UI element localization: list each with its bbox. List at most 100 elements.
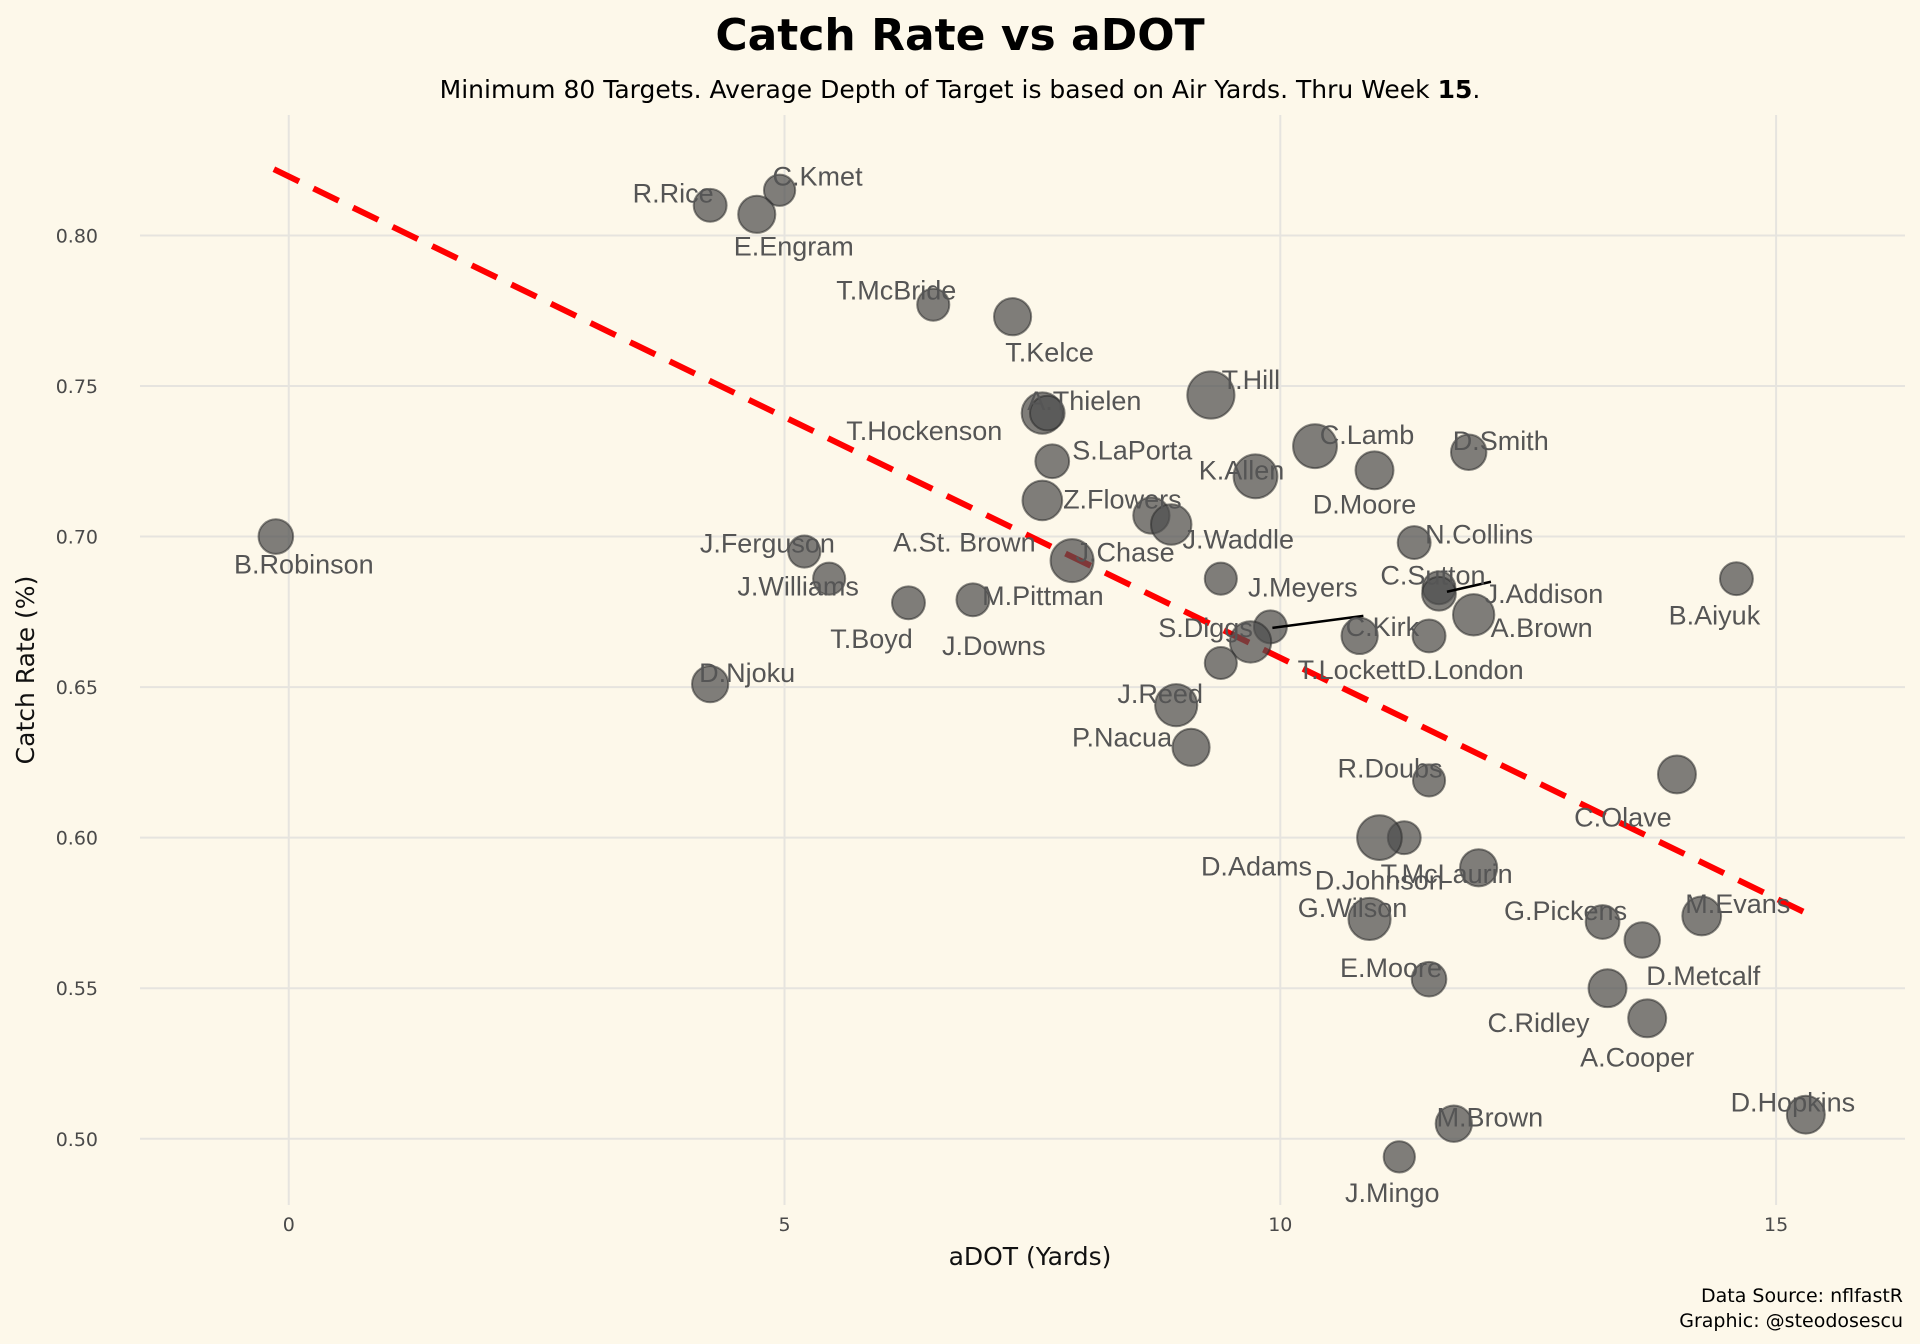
data-point [812, 561, 847, 596]
axis-ticks: 0 5 10 15 0.50 0.55 0.60 0.65 0.70 0.75 0.80 [56, 225, 1789, 1236]
trend-line-group [272, 166, 1808, 916]
caption-source: Data Source: nflfastR [1701, 1285, 1903, 1307]
point-label: M.Brown [1437, 1103, 1544, 1133]
data-point [916, 287, 951, 322]
data-point [1154, 683, 1199, 728]
point-label: G.Pickens [1504, 896, 1627, 926]
point-label: D.Njoku [699, 658, 795, 688]
point-label: C.Ridley [1488, 1008, 1591, 1038]
data-point [1232, 453, 1279, 500]
point-label: D.Moore [1313, 489, 1417, 519]
data-point [1049, 538, 1095, 584]
point-label: D.London [1406, 655, 1523, 685]
data-point [1434, 1104, 1473, 1143]
point-label: R.Rice [633, 178, 714, 208]
data-point [1149, 503, 1193, 546]
point-label: D.Metcalf [1646, 961, 1761, 991]
y-axis-title: Catch Rate (%) [11, 576, 40, 765]
data-points [257, 173, 1826, 1174]
x-tick-label: 0 [283, 1214, 295, 1236]
point-label: T.Hockenson [846, 416, 1002, 446]
point-label: S.Diggs [1158, 613, 1253, 643]
data-point [692, 187, 728, 223]
data-point [691, 664, 730, 704]
subtitle-text: Minimum 80 Targets. Average Depth of Tar… [440, 75, 1431, 104]
data-point [1028, 394, 1066, 432]
y-tick-label: 0.65 [56, 677, 98, 699]
point-label: B.Robinson [234, 550, 374, 580]
point-label: J.Reed [1117, 679, 1203, 709]
data-point [1034, 443, 1071, 480]
subtitle-end: . [1472, 75, 1480, 104]
data-point [1382, 1140, 1416, 1174]
point-label: C.Kmet [773, 161, 864, 191]
trend-line [272, 166, 1808, 916]
label-leader-lines [1272, 580, 1492, 630]
point-label: T.Kelce [1005, 338, 1094, 368]
y-tick-label: 0.70 [56, 527, 98, 549]
data-point [1656, 754, 1697, 795]
leader-line [1272, 614, 1364, 630]
point-label: R.Doubs [1338, 753, 1443, 783]
point-label: C.Sutton [1380, 561, 1485, 591]
data-point [1228, 620, 1273, 664]
data-point [1459, 848, 1499, 888]
data-point [1203, 645, 1238, 681]
data-point [1171, 727, 1211, 767]
point-label: D.Johnson [1315, 866, 1444, 896]
data-point [1396, 525, 1432, 561]
y-tick-label: 0.80 [56, 225, 98, 247]
subtitle-week: 15 [1438, 75, 1473, 104]
point-label: A.Thielen [1027, 386, 1141, 416]
data-point [1681, 895, 1723, 937]
point-label: J.Ferguson [700, 529, 835, 559]
point-label: S.LaPorta [1072, 435, 1193, 465]
point-label: B.Aiyuk [1669, 601, 1761, 631]
data-point [1292, 423, 1338, 470]
data-point [787, 534, 822, 569]
point-label: K.Allen [1199, 455, 1285, 485]
chart-subtitle: Minimum 80 Targets. Average Depth of Tar… [440, 75, 1481, 104]
data-point [1584, 904, 1621, 940]
data-point [1356, 814, 1403, 861]
data-point [1449, 433, 1488, 471]
y-tick-label: 0.75 [56, 376, 98, 398]
point-label: T.McLaurin [1381, 859, 1513, 889]
point-label: J.Mingo [1345, 1178, 1440, 1208]
data-point [1410, 960, 1448, 998]
data-point [1411, 618, 1447, 654]
point-label: E.Engram [734, 231, 854, 261]
point-label: J.Addison [1485, 579, 1604, 609]
point-label: C.Olave [1574, 802, 1672, 832]
data-point [1785, 1094, 1826, 1135]
point-label: T.Lockett [1298, 655, 1407, 685]
data-point [737, 194, 777, 234]
leader-line [1446, 580, 1492, 593]
point-label: D.Hopkins [1731, 1088, 1856, 1118]
point-label: M.Pittman [982, 581, 1104, 611]
data-point [257, 518, 295, 555]
point-label: C.Lamb [1320, 420, 1415, 450]
y-tick-label: 0.60 [56, 828, 98, 850]
data-point [1186, 370, 1236, 420]
data-point [993, 297, 1033, 337]
point-label: C.Kirk [1346, 612, 1420, 642]
data-point [1623, 921, 1661, 959]
y-tick-label: 0.50 [56, 1129, 98, 1151]
data-point [1354, 450, 1395, 491]
point-label: N.Collins [1425, 520, 1533, 550]
point-label: T.McBride [836, 276, 956, 306]
point-label: M.Evans [1685, 889, 1790, 919]
data-point [1718, 561, 1754, 597]
point-label: T.Hill [1222, 365, 1281, 395]
data-point [1587, 968, 1628, 1009]
point-label: J.Chase [1076, 538, 1175, 568]
x-tick-label: 15 [1764, 1214, 1788, 1236]
point-label: P.Nacua [1072, 722, 1173, 752]
caption-graphic: Graphic: @steodosescu [1679, 1310, 1903, 1332]
point-label: E.Moore [1340, 953, 1442, 983]
data-point [1627, 998, 1668, 1039]
data-point [891, 585, 926, 621]
point-label: J.Waddle [1182, 525, 1294, 555]
